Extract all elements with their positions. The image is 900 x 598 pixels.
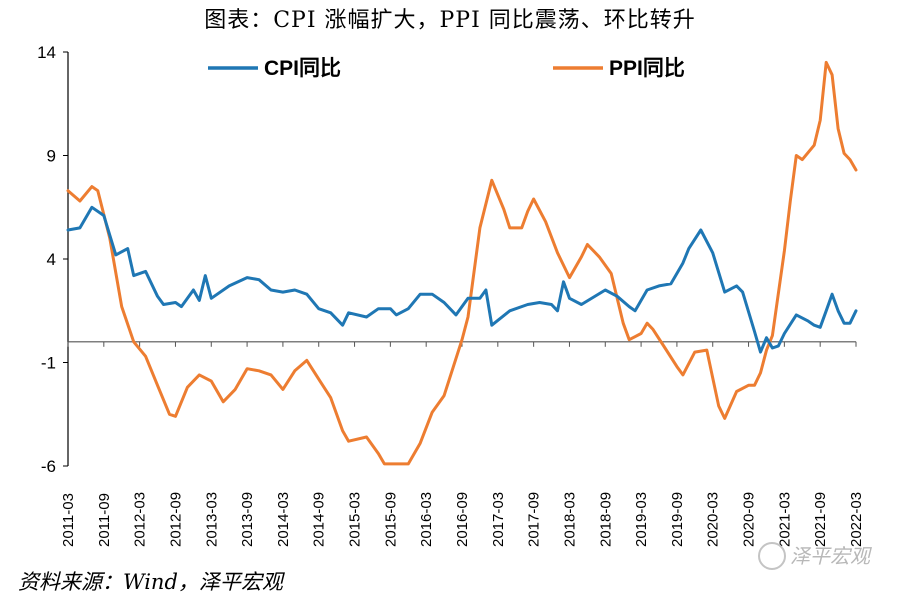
x-tick-label: 2017-03 xyxy=(490,492,507,547)
y-tick-label: 14 xyxy=(37,43,56,62)
y-tick-label: 4 xyxy=(47,250,56,269)
x-tick-label: 2014-03 xyxy=(275,492,292,547)
x-tick-label: 2014-09 xyxy=(311,492,328,547)
x-tick-label: 2011-03 xyxy=(60,493,77,547)
x-tick-label: 2013-03 xyxy=(203,492,220,547)
x-tick-label: 2019-09 xyxy=(669,492,686,547)
legend-label-ppi: PPI同比 xyxy=(609,57,685,80)
chart-title: 图表：CPI 涨幅扩大，PPI 同比震荡、环比转升 xyxy=(204,8,696,33)
x-tick-label: 2015-09 xyxy=(382,492,399,547)
x-tick-label: 2012-03 xyxy=(132,492,149,547)
y-axis-ticks: 14 9 4 -1 -6 xyxy=(37,43,68,476)
legend: CPI同比 PPI同比 xyxy=(208,57,685,80)
series-layer xyxy=(66,60,858,466)
x-axis-ticks: 2011-03 2011-09 2012-03 2012-09 2013-03 2013-… xyxy=(60,341,865,547)
watermark: 泽平宏观 xyxy=(758,540,888,570)
y-tick-label: -6 xyxy=(41,457,56,476)
x-tick-label: 2016-09 xyxy=(454,492,471,547)
x-tick-label: 2016-03 xyxy=(418,492,435,547)
y-tick-label: -1 xyxy=(41,354,56,373)
x-tick-label: 2022-03 xyxy=(848,492,865,547)
y-tick-label: 9 xyxy=(47,147,56,166)
x-tick-label: 2019-03 xyxy=(633,492,650,547)
wechat-logo-icon xyxy=(758,542,786,570)
x-tick-label: 2013-09 xyxy=(239,492,256,547)
x-tick-label: 2021-09 xyxy=(812,492,829,547)
x-tick-label: 2020-09 xyxy=(741,492,758,547)
chart-axes xyxy=(67,52,856,466)
x-tick-label: 2018-03 xyxy=(561,492,578,547)
x-tick-label: 2012-09 xyxy=(167,492,184,547)
x-tick-label: 2021-03 xyxy=(776,492,793,547)
x-tick-label: 2011-09 xyxy=(96,493,113,547)
x-tick-label: 2017-09 xyxy=(526,492,543,547)
x-tick-label: 2015-03 xyxy=(347,492,364,547)
series-line-cpi xyxy=(66,205,858,354)
x-tick-label: 2018-09 xyxy=(597,492,614,547)
legend-label-cpi: CPI同比 xyxy=(264,57,341,80)
series-line-ppi xyxy=(66,60,858,466)
watermark-text: 泽平宏观 xyxy=(790,544,870,568)
source-note: 资料来源：Wind，泽平宏观 xyxy=(18,570,283,594)
x-tick-label: 2020-03 xyxy=(705,492,722,547)
